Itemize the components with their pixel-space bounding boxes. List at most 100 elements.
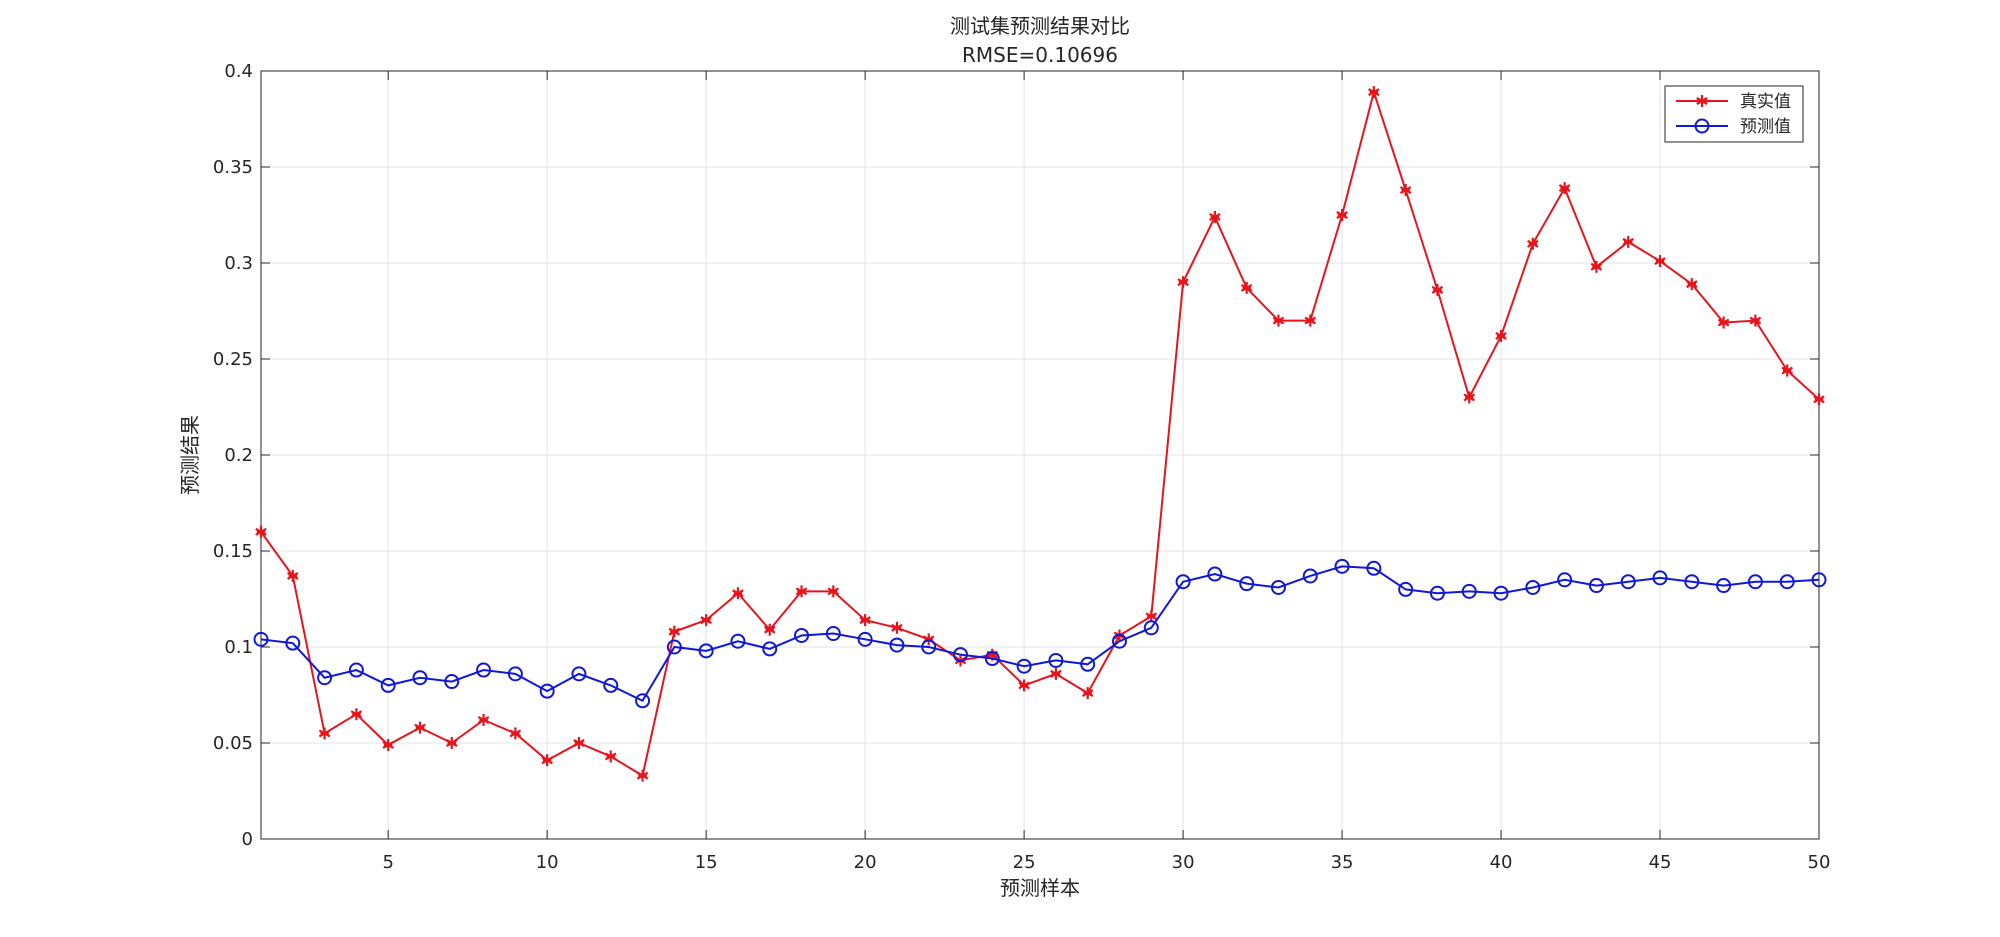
data-point-asterisk bbox=[1781, 364, 1793, 377]
data-point-asterisk bbox=[1686, 278, 1698, 291]
data-point-circle bbox=[889, 637, 905, 653]
data-point-asterisk bbox=[1304, 314, 1317, 327]
y-tick-label: 0.25 bbox=[213, 349, 253, 370]
x-tick-label: 25 bbox=[1013, 852, 1036, 873]
x-tick-label: 50 bbox=[1808, 852, 1831, 873]
data-point-asterisk bbox=[1558, 182, 1571, 195]
data-point-circle bbox=[1207, 566, 1223, 582]
data-point-circle bbox=[1048, 652, 1064, 668]
data-point-circle bbox=[1747, 574, 1763, 590]
series-line bbox=[260, 88, 1820, 778]
legend-marker-asterisk bbox=[1696, 95, 1708, 107]
x-axis-label: 预测样本 bbox=[1000, 876, 1080, 900]
data-point-asterisk bbox=[1654, 255, 1666, 268]
data-point-asterisk bbox=[1749, 314, 1762, 327]
data-point-circle bbox=[857, 631, 873, 647]
data-point-circle bbox=[1239, 576, 1255, 592]
data-point-asterisk bbox=[1081, 687, 1094, 700]
data-point-circle bbox=[507, 666, 523, 682]
data-point-circle bbox=[1811, 572, 1827, 588]
x-tick-label: 15 bbox=[695, 852, 718, 873]
data-point-asterisk bbox=[732, 587, 744, 600]
data-point-circle bbox=[730, 633, 746, 649]
data-point-circle bbox=[666, 639, 682, 655]
data-point-asterisk bbox=[382, 738, 394, 751]
x-tick-label: 40 bbox=[1490, 852, 1513, 873]
data-point-asterisk bbox=[891, 621, 903, 634]
data-point-asterisk bbox=[287, 569, 299, 582]
y-tick-label: 0 bbox=[242, 829, 253, 850]
axes bbox=[260, 70, 1820, 840]
data-point-circle bbox=[1588, 578, 1604, 594]
data-point-circle bbox=[984, 651, 1000, 667]
data-point-circle bbox=[1461, 583, 1477, 599]
data-point-asterisk bbox=[795, 585, 808, 598]
data-point-asterisk bbox=[1622, 235, 1634, 248]
data-point-asterisk bbox=[1018, 679, 1030, 692]
data-point-asterisk bbox=[859, 614, 871, 627]
legend-marker-circle bbox=[1694, 118, 1710, 134]
data-point-asterisk bbox=[1272, 314, 1285, 327]
data-point-circle bbox=[698, 643, 714, 659]
y-tick-label: 0.4 bbox=[224, 61, 253, 82]
data-point-circle bbox=[1270, 579, 1286, 595]
data-point-circle bbox=[1652, 570, 1668, 586]
data-point-circle bbox=[825, 626, 841, 642]
data-point-circle bbox=[1525, 579, 1541, 595]
data-point-circle bbox=[1016, 658, 1032, 674]
x-tick-label: 35 bbox=[1331, 852, 1354, 873]
data-point-circle bbox=[444, 674, 460, 690]
data-point-asterisk bbox=[1240, 281, 1253, 294]
data-point-asterisk bbox=[1813, 393, 1825, 406]
y-tick-label: 0.3 bbox=[224, 253, 253, 274]
data-point-circle bbox=[476, 662, 492, 678]
data-point-circle bbox=[794, 627, 810, 643]
data-point-circle bbox=[1398, 581, 1414, 597]
data-point-asterisk bbox=[604, 750, 617, 763]
data-point-asterisk bbox=[1590, 260, 1603, 273]
data-point-asterisk bbox=[414, 721, 426, 734]
data-point-circle bbox=[921, 639, 937, 655]
data-point-asterisk bbox=[1431, 283, 1444, 296]
data-point-asterisk bbox=[1209, 210, 1221, 223]
data-point-circle bbox=[317, 670, 333, 686]
data-point-circle bbox=[1493, 585, 1509, 601]
data-point-circle bbox=[1143, 620, 1159, 636]
data-point-circle bbox=[1716, 578, 1732, 594]
data-point-asterisk bbox=[1463, 391, 1476, 404]
data-point-asterisk bbox=[1368, 86, 1380, 99]
data-point-circle bbox=[1080, 656, 1096, 672]
data-point-asterisk bbox=[509, 727, 522, 740]
y-axis-label: 预测结果 bbox=[178, 415, 202, 495]
data-point-circle bbox=[539, 683, 555, 699]
data-point-asterisk bbox=[541, 754, 553, 767]
data-point-circle bbox=[953, 647, 969, 663]
data-point-circle bbox=[348, 662, 364, 678]
x-tick-label: 5 bbox=[382, 852, 393, 873]
data-point-asterisk bbox=[573, 737, 585, 749]
chart-subtitle: RMSE=0.10696 bbox=[962, 43, 1118, 67]
x-tick-label: 20 bbox=[854, 852, 877, 873]
data-point-asterisk bbox=[1177, 276, 1189, 289]
data-point-asterisk bbox=[446, 737, 458, 749]
data-point-asterisk bbox=[668, 625, 681, 638]
data-point-circle bbox=[603, 677, 619, 693]
data-point-asterisk bbox=[1050, 667, 1062, 680]
data-point-circle bbox=[285, 635, 301, 651]
data-point-circle bbox=[1111, 633, 1127, 649]
data-point-asterisk bbox=[477, 713, 490, 726]
x-tick-label: 45 bbox=[1649, 852, 1672, 873]
data-point-circle bbox=[1334, 558, 1350, 574]
data-point-circle bbox=[1175, 574, 1191, 590]
data-point-asterisk bbox=[318, 727, 331, 740]
data-point-asterisk bbox=[1145, 610, 1158, 623]
data-point-asterisk bbox=[350, 708, 363, 721]
x-tick-label: 10 bbox=[536, 852, 559, 873]
chart-title: 测试集预测结果对比 bbox=[950, 14, 1130, 38]
data-point-circle bbox=[1302, 568, 1318, 584]
data-point-asterisk bbox=[763, 623, 776, 636]
legend-box bbox=[1664, 85, 1804, 143]
data-point-circle bbox=[571, 666, 587, 682]
